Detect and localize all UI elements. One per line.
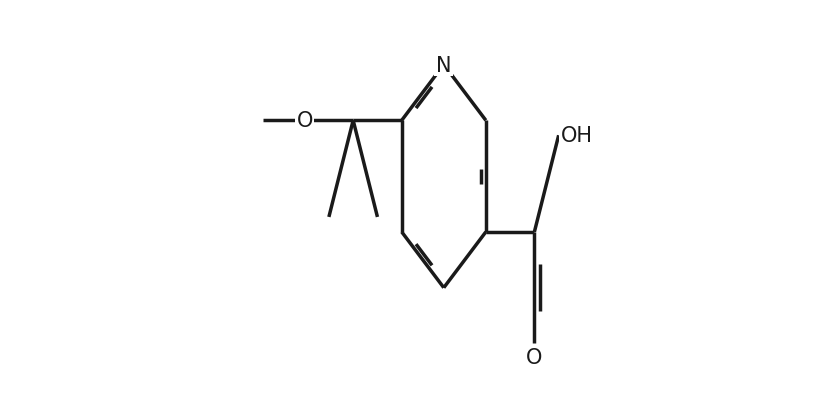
Text: O: O	[297, 111, 313, 131]
Text: O: O	[526, 347, 543, 367]
Text: OH: OH	[561, 126, 593, 146]
Text: N: N	[436, 55, 451, 75]
